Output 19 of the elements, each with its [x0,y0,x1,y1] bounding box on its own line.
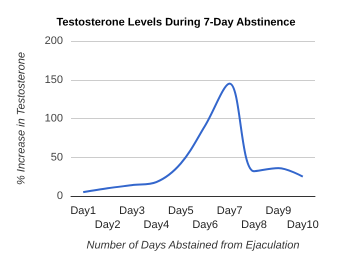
x-tick-label: Day7 [216,205,242,217]
y-tick-label: 0 [56,190,63,202]
y-tick-label: 50 [50,151,63,164]
line-series [82,82,304,194]
y-tick-label: 200 [44,35,63,47]
x-tick-label: Day6 [192,219,218,231]
x-tick-label: Day1 [70,205,96,217]
x-tick-label: Day5 [168,205,194,217]
x-tick-label: Day8 [241,219,267,231]
y-tick-label: 150 [44,74,63,86]
y-axis-title: % Increase in Testosterone [16,52,28,185]
y-tick-label: 100 [44,112,63,124]
chart-title: Testosterone Levels During 7-Day Abstinence [56,16,296,28]
x-tick-label: Day2 [94,219,120,231]
x-tick-label: Day3 [119,205,145,217]
x-tick-label: Day4 [144,219,170,231]
x-tick-label: Day10 [286,219,319,231]
x-axis-title: Number of Days Abstained from Ejaculation [86,240,300,252]
x-tick-label: Day9 [266,205,292,217]
